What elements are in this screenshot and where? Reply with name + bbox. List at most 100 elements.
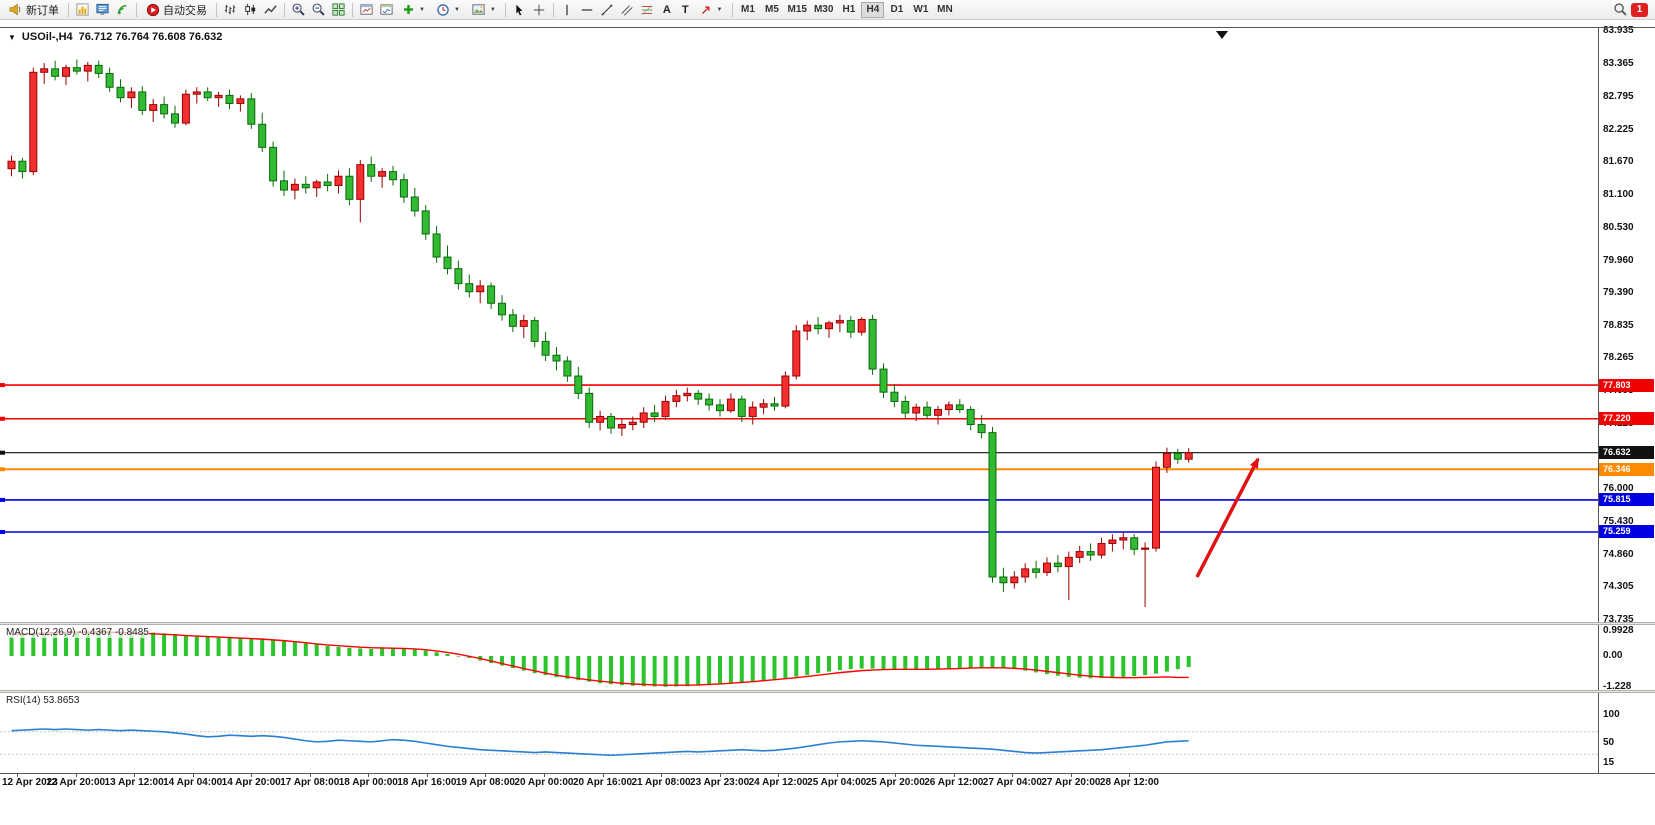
chart-top-border [0, 27, 1655, 28]
time-tick [661, 773, 663, 777]
macd-indicator-chart[interactable] [0, 625, 1598, 690]
price-axis-label: 74.860 [1603, 549, 1634, 561]
fibonacci-glyph-icon [642, 4, 653, 15]
rsi-panel-divider[interactable] [0, 690, 1655, 693]
toolbar-separator [68, 2, 69, 17]
zoom-in-icon[interactable] [289, 1, 308, 19]
toolbar-separator [136, 2, 137, 17]
notification-badge[interactable]: 1 [1631, 2, 1648, 17]
text-tool-button[interactable]: A [658, 1, 676, 19]
horizontal-line-icon[interactable] [578, 1, 597, 19]
timeframe-w1[interactable]: W1 [913, 4, 929, 15]
time-tick [719, 773, 721, 777]
time-axis-label: 25 Apr 04:00 [807, 777, 867, 788]
time-tick [895, 773, 897, 777]
price-line-tag: 77.803 [1599, 378, 1654, 392]
price-axis-label: 73.735 [1603, 614, 1634, 625]
candlestick-chart[interactable] [0, 28, 1598, 622]
zoom-out-icon[interactable] [309, 1, 328, 19]
arrange-windows-icon[interactable] [357, 1, 376, 19]
timeframe-m30[interactable]: M30 [813, 4, 834, 15]
price-line-anchor [0, 383, 5, 388]
channel-icon[interactable] [618, 1, 637, 19]
price-axis-label: 79.960 [1603, 254, 1634, 266]
time-axis-label: 28 Apr 12:00 [1099, 777, 1159, 788]
time-tick [17, 773, 18, 777]
label-tool-label: T [681, 3, 689, 16]
chevron-down-icon: ▼ [489, 6, 496, 13]
price-axis-label: 83.935 [1603, 25, 1634, 36]
time-axis-label: 23 Apr 23:00 [690, 777, 750, 788]
template-image-icon [472, 4, 485, 15]
new-order-button[interactable]: 新订单 [3, 1, 64, 19]
price-axis-label: 81.670 [1603, 155, 1634, 167]
time-axis-label: 18 Apr 00:00 [338, 777, 398, 788]
chart-end-marker-icon [1216, 31, 1228, 39]
search-icon[interactable] [1611, 1, 1630, 19]
macd-axis-label: 0.00 [1603, 650, 1623, 661]
vertical-line-glyph-icon [566, 4, 568, 15]
autotrading-button[interactable]: 自动交易 [141, 1, 212, 19]
price-line-anchor [0, 450, 5, 455]
toolbar-separator [284, 2, 285, 17]
add-indicator-button[interactable]: ▼ [397, 1, 430, 19]
horizontal-line-glyph-icon [582, 8, 593, 11]
time-tick [309, 773, 311, 777]
fibonacci-icon[interactable] [638, 1, 657, 19]
chart-profile-icon[interactable] [377, 1, 396, 19]
signals-icon[interactable] [113, 1, 132, 19]
toolbar-separator [731, 2, 733, 17]
arrow-shape-icon [701, 6, 710, 15]
rsi-axis-label: 100 [1603, 709, 1620, 720]
trendline-icon[interactable] [598, 1, 617, 19]
price-axis-label: 82.795 [1603, 90, 1634, 102]
market-watch-icon[interactable] [93, 1, 112, 19]
timeframe-m15[interactable]: M15 [787, 4, 807, 15]
time-tick [1012, 773, 1014, 777]
timeframe-m5[interactable]: M5 [765, 4, 779, 15]
signals-waves-icon [117, 5, 127, 15]
time-axis-label: 25 Apr 20:00 [865, 777, 925, 788]
time-tick [251, 773, 253, 777]
time-axis-label: 17 Apr 08:00 [280, 777, 340, 788]
timeframe-h1[interactable]: H1 [842, 4, 856, 15]
line-chart-icon[interactable] [261, 1, 280, 19]
time-tick [602, 773, 604, 777]
timeframe-mn[interactable]: MN [937, 4, 953, 15]
candlestick-chart-icon[interactable] [241, 1, 260, 19]
crosshair-icon[interactable] [530, 1, 549, 19]
price-line-anchor [0, 529, 5, 534]
period-button[interactable]: ▼ [431, 1, 465, 19]
vertical-line-icon[interactable] [558, 1, 577, 19]
line-chart-zigzag-icon [264, 5, 277, 14]
price-line-anchor [0, 416, 5, 421]
trendline-glyph-icon [601, 4, 613, 15]
time-axis[interactable]: 12 Apr 2023 12 Apr 20:00 13 Apr 12:00 14 Ap… [0, 773, 1598, 791]
rsi-indicator-chart[interactable] [0, 693, 1598, 773]
time-axis-label: 27 Apr 04:00 [982, 777, 1042, 788]
time-axis-label: 21 Apr 08:00 [631, 777, 691, 788]
charts-icon[interactable] [73, 1, 92, 19]
toolbar-separator [504, 2, 506, 17]
rsi-indicator-label: RSI(14) 53.8653 [6, 695, 80, 706]
candles [7, 59, 1193, 608]
cursor-icon[interactable] [510, 1, 529, 19]
timeframe-d1[interactable]: D1 [890, 4, 904, 15]
tile-windows-icon[interactable] [329, 1, 348, 19]
price-axis-label: 78.265 [1603, 352, 1634, 364]
clock-icon [437, 3, 449, 16]
bar-chart-icon[interactable] [221, 1, 240, 19]
time-axis-label: 18 Apr 16:00 [397, 777, 457, 788]
timeframe-m1[interactable]: M1 [741, 4, 755, 15]
macd-axis-label: -1.228 [1603, 680, 1632, 692]
time-axis-label: 13 Apr 12:00 [104, 777, 164, 788]
candlesticks-icon [245, 3, 256, 16]
arrows-tool-button[interactable]: ▼ [695, 1, 728, 19]
price-axis-label: 82.225 [1603, 123, 1634, 135]
label-tool-button[interactable]: T [677, 1, 694, 19]
template-button[interactable]: ▼ [466, 1, 501, 19]
one-click-trading-icon[interactable]: ▼ [8, 32, 16, 42]
macd-panel-divider[interactable] [0, 622, 1655, 625]
timeframe-h4[interactable]: H4 [861, 1, 885, 18]
